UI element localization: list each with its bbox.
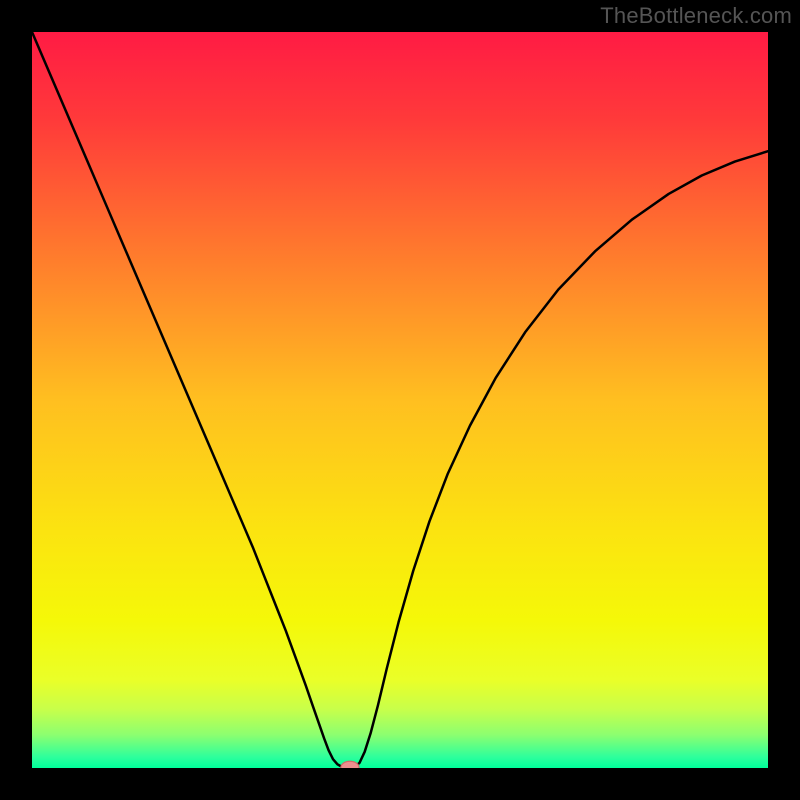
optimal-point-marker: [341, 761, 359, 768]
watermark-text: TheBottleneck.com: [600, 3, 792, 29]
gradient-background: [32, 32, 768, 768]
chart-svg: [32, 32, 768, 768]
plot-area: [32, 32, 768, 768]
chart-container: TheBottleneck.com: [0, 0, 800, 800]
